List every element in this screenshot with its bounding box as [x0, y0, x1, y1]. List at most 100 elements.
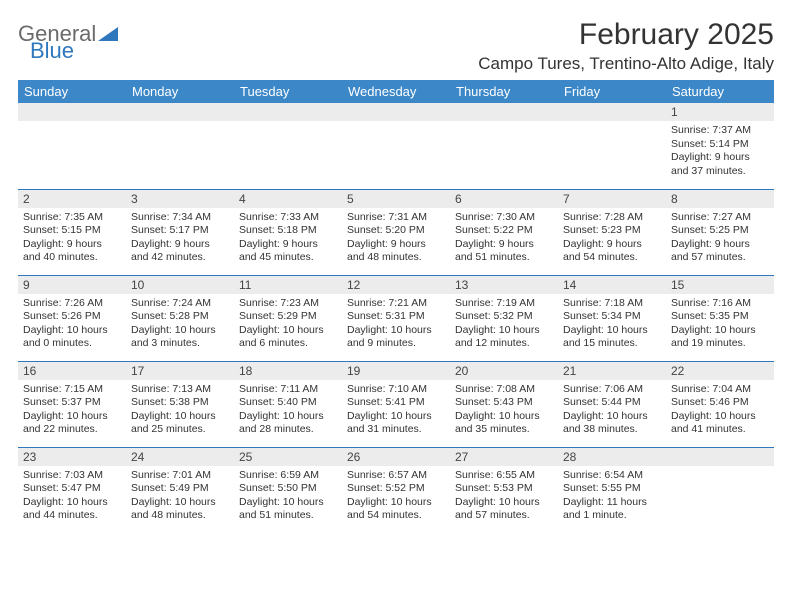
- day-details: Sunrise: 7:01 AMSunset: 5:49 PMDaylight:…: [126, 466, 234, 528]
- day-number: 15: [666, 276, 774, 294]
- calendar-day-cell: [666, 447, 774, 533]
- calendar-day-cell: [18, 103, 126, 189]
- calendar-week-row: 23Sunrise: 7:03 AMSunset: 5:47 PMDayligh…: [18, 447, 774, 533]
- calendar-day-cell: 15Sunrise: 7:16 AMSunset: 5:35 PMDayligh…: [666, 275, 774, 361]
- calendar-day-cell: 1Sunrise: 7:37 AMSunset: 5:14 PMDaylight…: [666, 103, 774, 189]
- day-number: 20: [450, 362, 558, 380]
- day-number: 21: [558, 362, 666, 380]
- day-number: 3: [126, 190, 234, 208]
- day-number-empty: [234, 103, 342, 121]
- day-details: Sunrise: 7:33 AMSunset: 5:18 PMDaylight:…: [234, 208, 342, 270]
- day-details: Sunrise: 7:28 AMSunset: 5:23 PMDaylight:…: [558, 208, 666, 270]
- day-number: 4: [234, 190, 342, 208]
- day-number: 12: [342, 276, 450, 294]
- calendar-day-cell: 28Sunrise: 6:54 AMSunset: 5:55 PMDayligh…: [558, 447, 666, 533]
- calendar-day-cell: 11Sunrise: 7:23 AMSunset: 5:29 PMDayligh…: [234, 275, 342, 361]
- weekday-header: Sunday: [18, 80, 126, 103]
- weekday-header: Friday: [558, 80, 666, 103]
- calendar-day-cell: 25Sunrise: 6:59 AMSunset: 5:50 PMDayligh…: [234, 447, 342, 533]
- calendar-week-row: 9Sunrise: 7:26 AMSunset: 5:26 PMDaylight…: [18, 275, 774, 361]
- day-details: Sunrise: 6:54 AMSunset: 5:55 PMDaylight:…: [558, 466, 666, 528]
- day-details: Sunrise: 7:31 AMSunset: 5:20 PMDaylight:…: [342, 208, 450, 270]
- day-details: Sunrise: 7:08 AMSunset: 5:43 PMDaylight:…: [450, 380, 558, 442]
- day-details: Sunrise: 7:06 AMSunset: 5:44 PMDaylight:…: [558, 380, 666, 442]
- day-details: Sunrise: 7:27 AMSunset: 5:25 PMDaylight:…: [666, 208, 774, 270]
- calendar-day-cell: 14Sunrise: 7:18 AMSunset: 5:34 PMDayligh…: [558, 275, 666, 361]
- day-details: Sunrise: 7:37 AMSunset: 5:14 PMDaylight:…: [666, 121, 774, 183]
- calendar-day-cell: 20Sunrise: 7:08 AMSunset: 5:43 PMDayligh…: [450, 361, 558, 447]
- calendar-day-cell: [558, 103, 666, 189]
- calendar-day-cell: [342, 103, 450, 189]
- day-number: 11: [234, 276, 342, 294]
- day-details: Sunrise: 7:35 AMSunset: 5:15 PMDaylight:…: [18, 208, 126, 270]
- day-number: 25: [234, 448, 342, 466]
- calendar-day-cell: 3Sunrise: 7:34 AMSunset: 5:17 PMDaylight…: [126, 189, 234, 275]
- calendar-day-cell: 12Sunrise: 7:21 AMSunset: 5:31 PMDayligh…: [342, 275, 450, 361]
- day-number: 1: [666, 103, 774, 121]
- title-block: February 2025 Campo Tures, Trentino-Alto…: [478, 18, 774, 74]
- day-details: Sunrise: 7:04 AMSunset: 5:46 PMDaylight:…: [666, 380, 774, 442]
- weekday-header: Wednesday: [342, 80, 450, 103]
- calendar-day-cell: 18Sunrise: 7:11 AMSunset: 5:40 PMDayligh…: [234, 361, 342, 447]
- day-number-empty: [342, 103, 450, 121]
- day-number: 9: [18, 276, 126, 294]
- calendar-day-cell: 21Sunrise: 7:06 AMSunset: 5:44 PMDayligh…: [558, 361, 666, 447]
- day-number: 23: [18, 448, 126, 466]
- calendar-day-cell: 17Sunrise: 7:13 AMSunset: 5:38 PMDayligh…: [126, 361, 234, 447]
- calendar-day-cell: [234, 103, 342, 189]
- day-number: 2: [18, 190, 126, 208]
- day-number-empty: [666, 448, 774, 466]
- calendar-day-cell: 26Sunrise: 6:57 AMSunset: 5:52 PMDayligh…: [342, 447, 450, 533]
- day-number: 28: [558, 448, 666, 466]
- calendar-week-row: 16Sunrise: 7:15 AMSunset: 5:37 PMDayligh…: [18, 361, 774, 447]
- weekday-header: Thursday: [450, 80, 558, 103]
- day-details: Sunrise: 7:03 AMSunset: 5:47 PMDaylight:…: [18, 466, 126, 528]
- day-number: 26: [342, 448, 450, 466]
- day-details: Sunrise: 7:34 AMSunset: 5:17 PMDaylight:…: [126, 208, 234, 270]
- day-details: Sunrise: 7:24 AMSunset: 5:28 PMDaylight:…: [126, 294, 234, 356]
- day-details: Sunrise: 7:18 AMSunset: 5:34 PMDaylight:…: [558, 294, 666, 356]
- calendar-day-cell: 24Sunrise: 7:01 AMSunset: 5:49 PMDayligh…: [126, 447, 234, 533]
- day-number: 24: [126, 448, 234, 466]
- calendar-day-cell: 6Sunrise: 7:30 AMSunset: 5:22 PMDaylight…: [450, 189, 558, 275]
- calendar-day-cell: [450, 103, 558, 189]
- day-number-empty: [18, 103, 126, 121]
- day-details: Sunrise: 7:16 AMSunset: 5:35 PMDaylight:…: [666, 294, 774, 356]
- day-number: 14: [558, 276, 666, 294]
- location-subtitle: Campo Tures, Trentino-Alto Adige, Italy: [478, 54, 774, 74]
- day-details: Sunrise: 7:23 AMSunset: 5:29 PMDaylight:…: [234, 294, 342, 356]
- calendar-day-cell: 22Sunrise: 7:04 AMSunset: 5:46 PMDayligh…: [666, 361, 774, 447]
- day-details: Sunrise: 6:59 AMSunset: 5:50 PMDaylight:…: [234, 466, 342, 528]
- calendar-day-cell: 13Sunrise: 7:19 AMSunset: 5:32 PMDayligh…: [450, 275, 558, 361]
- calendar-day-cell: 2Sunrise: 7:35 AMSunset: 5:15 PMDaylight…: [18, 189, 126, 275]
- weekday-header: Monday: [126, 80, 234, 103]
- calendar-day-cell: 9Sunrise: 7:26 AMSunset: 5:26 PMDaylight…: [18, 275, 126, 361]
- calendar-day-cell: 16Sunrise: 7:15 AMSunset: 5:37 PMDayligh…: [18, 361, 126, 447]
- day-details: Sunrise: 7:19 AMSunset: 5:32 PMDaylight:…: [450, 294, 558, 356]
- day-details: Sunrise: 7:21 AMSunset: 5:31 PMDaylight:…: [342, 294, 450, 356]
- day-details: Sunrise: 7:10 AMSunset: 5:41 PMDaylight:…: [342, 380, 450, 442]
- day-number: 16: [18, 362, 126, 380]
- day-number: 8: [666, 190, 774, 208]
- day-number: 5: [342, 190, 450, 208]
- day-details: Sunrise: 7:26 AMSunset: 5:26 PMDaylight:…: [18, 294, 126, 356]
- day-number: 10: [126, 276, 234, 294]
- weekday-header: Tuesday: [234, 80, 342, 103]
- calendar-day-cell: 27Sunrise: 6:55 AMSunset: 5:53 PMDayligh…: [450, 447, 558, 533]
- calendar-day-cell: [126, 103, 234, 189]
- day-number: 27: [450, 448, 558, 466]
- day-number: 22: [666, 362, 774, 380]
- calendar-table: Sunday Monday Tuesday Wednesday Thursday…: [18, 80, 774, 533]
- calendar-day-cell: 10Sunrise: 7:24 AMSunset: 5:28 PMDayligh…: [126, 275, 234, 361]
- month-title: February 2025: [478, 18, 774, 52]
- calendar-day-cell: 7Sunrise: 7:28 AMSunset: 5:23 PMDaylight…: [558, 189, 666, 275]
- day-number: 17: [126, 362, 234, 380]
- page-header: General Blue February 2025 Campo Tures, …: [18, 18, 774, 74]
- calendar-day-cell: 23Sunrise: 7:03 AMSunset: 5:47 PMDayligh…: [18, 447, 126, 533]
- day-details: Sunrise: 7:30 AMSunset: 5:22 PMDaylight:…: [450, 208, 558, 270]
- day-number-empty: [126, 103, 234, 121]
- day-number-empty: [450, 103, 558, 121]
- calendar-day-cell: 4Sunrise: 7:33 AMSunset: 5:18 PMDaylight…: [234, 189, 342, 275]
- day-number: 18: [234, 362, 342, 380]
- day-details: Sunrise: 7:15 AMSunset: 5:37 PMDaylight:…: [18, 380, 126, 442]
